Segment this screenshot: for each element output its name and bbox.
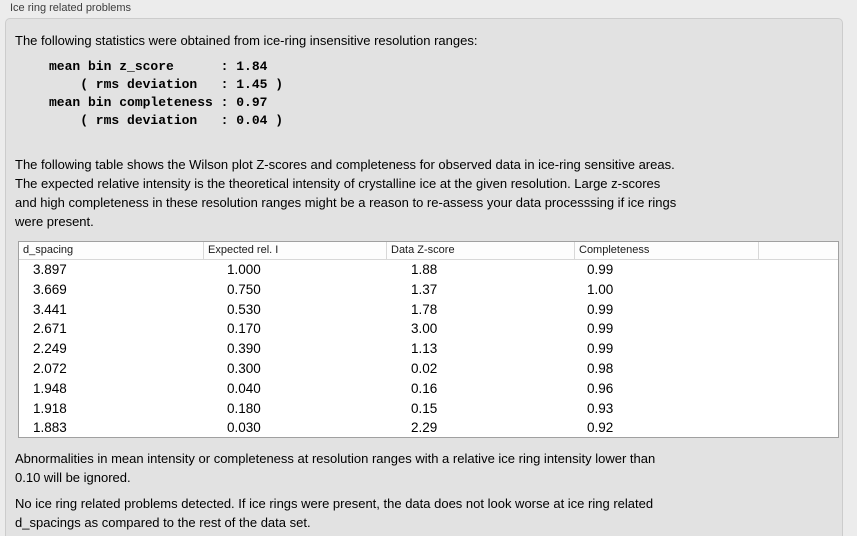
- table-cell-empty: [759, 359, 838, 379]
- stats-block: mean bin z_score : 1.84 ( rms deviation …: [49, 59, 284, 128]
- table-cell: 0.93: [587, 400, 614, 416]
- table-cell: 0.040: [227, 380, 261, 396]
- table-cell: 1.37: [411, 281, 438, 297]
- column-header-completeness[interactable]: Completeness: [575, 242, 759, 259]
- table-row[interactable]: 2.072 0.300 0.02 0.98: [19, 359, 838, 379]
- table-cell-empty: [759, 280, 838, 300]
- ignore-threshold-note: Abnormalities in mean intensity or compl…: [15, 451, 656, 485]
- table-cell: 0.030: [227, 420, 261, 436]
- table-cell-empty: [759, 379, 838, 399]
- table-cell: 3.669: [33, 281, 67, 297]
- table-cell: 1.918: [33, 400, 67, 416]
- table-cell-empty: [759, 399, 838, 419]
- table-cell: 0.02: [411, 360, 438, 376]
- conclusion-text: No ice ring related problems detected. I…: [15, 496, 654, 530]
- table-cell: 0.16: [411, 380, 438, 396]
- table-row[interactable]: 1.948 0.040 0.16 0.96: [19, 379, 838, 399]
- table-cell: 2.671: [33, 321, 67, 337]
- table-cell: 0.99: [587, 262, 614, 277]
- table-body: 3.897 1.000 1.88 0.99 3.669 0.750 1.37 1.00 3.44…: [19, 260, 838, 438]
- table-cell-empty: [759, 319, 838, 339]
- table-cell: 0.390: [227, 341, 261, 357]
- table-cell: 0.180: [227, 400, 261, 416]
- table-cell: 1.00: [587, 281, 614, 297]
- table-cell-empty: [759, 339, 838, 359]
- table-row[interactable]: 3.897 1.000 1.88 0.99: [19, 260, 838, 280]
- table-cell: 1.88: [411, 262, 438, 277]
- table-cell-empty: [759, 300, 838, 320]
- column-header-empty: [759, 242, 838, 259]
- table-cell: 0.98: [587, 360, 614, 376]
- table-cell: 3.897: [33, 262, 67, 277]
- table-cell: 3.441: [33, 301, 67, 317]
- table-cell: 0.530: [227, 301, 261, 317]
- table-cell: 3.00: [411, 321, 438, 337]
- table-cell: 2.29: [411, 420, 438, 436]
- intro-text: The following statistics were obtained f…: [15, 33, 478, 48]
- table-cell-empty: [759, 418, 838, 438]
- table-row[interactable]: 1.883 0.030 2.29 0.92: [19, 418, 838, 438]
- ice-ring-table[interactable]: d_spacing Expected rel. I Data Z-score C…: [18, 241, 839, 438]
- table-cell: 1.78: [411, 301, 438, 317]
- group-box-title: Ice ring related problems: [10, 2, 132, 14]
- ice-ring-group-box: The following statistics were obtained f…: [5, 18, 843, 536]
- table-row[interactable]: 3.669 0.750 1.37 1.00: [19, 280, 838, 300]
- table-cell: 2.249: [33, 341, 67, 357]
- table-cell: 1.13: [411, 341, 438, 357]
- table-cell: 0.170: [227, 321, 261, 337]
- description-text: The following table shows the Wilson plo…: [15, 157, 677, 229]
- table-cell: 0.750: [227, 281, 261, 297]
- table-cell: 1.883: [33, 420, 67, 436]
- table-cell: 1.000: [227, 262, 261, 277]
- table-cell: 0.15: [411, 400, 438, 416]
- table-header-row: d_spacing Expected rel. I Data Z-score C…: [19, 242, 838, 260]
- table-cell: 1.948: [33, 380, 67, 396]
- table-cell: 2.072: [33, 360, 67, 376]
- table-row[interactable]: 2.249 0.390 1.13 0.99: [19, 339, 838, 359]
- table-row[interactable]: 1.918 0.180 0.15 0.93: [19, 399, 838, 419]
- table-cell: 0.99: [587, 321, 614, 337]
- table-row[interactable]: 2.671 0.170 3.00 0.99: [19, 319, 838, 339]
- table-row[interactable]: 3.441 0.530 1.78 0.99: [19, 300, 838, 320]
- table-cell-empty: [759, 260, 838, 280]
- column-header-data-z-score[interactable]: Data Z-score: [387, 242, 575, 259]
- table-cell: 0.92: [587, 420, 614, 436]
- column-header-expected-rel-i[interactable]: Expected rel. I: [204, 242, 387, 259]
- table-cell: 0.99: [587, 301, 614, 317]
- table-cell: 0.99: [587, 341, 614, 357]
- column-header-d-spacing[interactable]: d_spacing: [19, 242, 204, 259]
- table-cell: 0.300: [227, 360, 261, 376]
- table-cell: 0.96: [587, 380, 614, 396]
